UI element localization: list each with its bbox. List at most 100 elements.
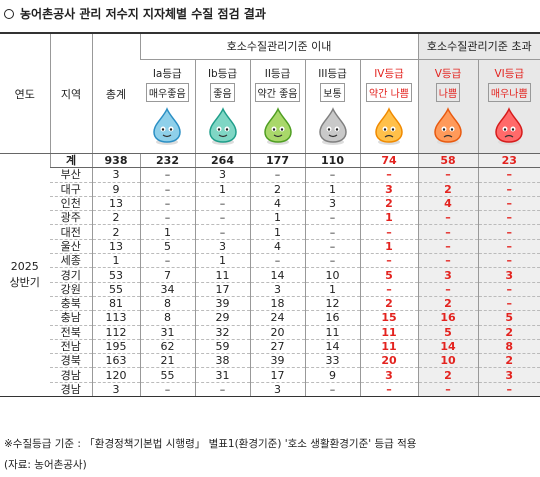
value-cell: – bbox=[249, 167, 305, 183]
region-cell: 울산 bbox=[50, 239, 92, 255]
value-cell: 112 bbox=[91, 325, 140, 340]
value-cell: 3 bbox=[91, 167, 140, 183]
region-cell: 강원 bbox=[50, 282, 92, 297]
value-cell: 8 bbox=[139, 310, 195, 326]
value-cell: 2 bbox=[477, 353, 540, 369]
data-row: 인천 13– –4 3 2 4– bbox=[0, 196, 540, 212]
value-cell: 2 bbox=[249, 182, 305, 197]
region-cell: 광주 bbox=[50, 210, 92, 226]
value-cell: 2 bbox=[417, 296, 478, 312]
value-cell: 3 bbox=[91, 382, 140, 398]
value-cell: 1 bbox=[194, 253, 250, 269]
value-cell: 3 bbox=[417, 267, 478, 283]
value-cell: 2 bbox=[359, 196, 418, 212]
value-cell: – bbox=[359, 167, 418, 183]
value-cell: 1 bbox=[304, 282, 360, 297]
value-cell: 1 bbox=[91, 253, 140, 269]
value-cell: – bbox=[359, 282, 418, 297]
value-cell: – bbox=[249, 253, 305, 269]
value-cell: 11 bbox=[359, 339, 418, 355]
group-header: 호소수질관리기준 이내 bbox=[139, 32, 418, 60]
grade-header: VI등급 매우나쁨 bbox=[477, 59, 540, 154]
value-cell: 2 bbox=[91, 224, 140, 240]
value-cell: – bbox=[139, 182, 195, 197]
value-cell: 10 bbox=[417, 353, 478, 369]
table-head: 연도 지역 총계 호소수질관리기준 이내 호소수질관리기준 초과 Ia등급 매우좋음 Ib등… bbox=[0, 32, 540, 154]
value-cell: 3 bbox=[194, 239, 250, 255]
value-cell: 59 bbox=[194, 339, 250, 355]
value-cell: 58 bbox=[417, 153, 478, 169]
value-cell: 17 bbox=[249, 367, 305, 383]
grade-header: IV등급 약간 나쁨 bbox=[359, 59, 418, 154]
grade-label: Ia등급 bbox=[152, 68, 182, 80]
value-cell: 938 bbox=[91, 153, 140, 169]
value-cell: 15 bbox=[359, 310, 418, 326]
grade-header: Ib등급 좋음 bbox=[194, 59, 250, 154]
value-cell: 163 bbox=[91, 353, 140, 369]
value-cell: 53 bbox=[91, 267, 140, 283]
value-cell: 8 bbox=[139, 296, 195, 312]
value-cell: 74 bbox=[359, 153, 418, 169]
value-cell: – bbox=[477, 224, 540, 240]
region-cell: 인천 bbox=[50, 196, 92, 212]
data-row: 대전 2 1–1– – – – bbox=[0, 224, 540, 240]
data-row: 경북 163 21 38 39 33 20 10 2 bbox=[0, 353, 540, 369]
grade-label: IV등급 bbox=[374, 68, 404, 80]
grade-desc: 매우나쁨 bbox=[487, 83, 531, 102]
value-cell: 7 bbox=[139, 267, 195, 283]
region-cell: 전북 bbox=[50, 325, 92, 340]
year-cell: 2025 상반기 bbox=[0, 153, 50, 398]
region-cell: 경남 bbox=[50, 382, 92, 398]
column-header: 연도 bbox=[0, 32, 50, 154]
value-cell: 20 bbox=[249, 325, 305, 340]
value-cell: 38 bbox=[194, 353, 250, 369]
value-cell: 3 bbox=[304, 196, 360, 212]
value-cell: 17 bbox=[194, 282, 250, 297]
grade-desc: 보통 bbox=[320, 83, 345, 102]
title-row: 농어촌공사 관리 저수지 지자체별 수질 점검 결과 bbox=[4, 5, 266, 22]
value-cell: 39 bbox=[194, 296, 250, 312]
value-cell: – bbox=[304, 239, 360, 255]
value-cell: 1 bbox=[359, 239, 418, 255]
value-cell: 2 bbox=[417, 367, 478, 383]
value-cell: 31 bbox=[194, 367, 250, 383]
year-text: 2025 bbox=[10, 260, 39, 274]
bullet bbox=[4, 8, 14, 19]
value-cell: – bbox=[304, 253, 360, 269]
value-cell: 18 bbox=[249, 296, 305, 312]
data-row: 울산 13 5 3 4–1– – bbox=[0, 239, 540, 255]
value-cell: – bbox=[417, 382, 478, 398]
value-cell: – bbox=[359, 224, 418, 240]
data-row: 세종 1–1– – – – – bbox=[0, 253, 540, 269]
value-cell: 13 bbox=[91, 239, 140, 255]
value-cell: 12 bbox=[304, 296, 360, 312]
data-row: 2025 상반기 계 938 232 264 177 110 74 58 23 bbox=[0, 153, 540, 398]
value-cell: 1 bbox=[194, 182, 250, 197]
region-cell: 충북 bbox=[50, 296, 92, 312]
value-cell: 9 bbox=[91, 182, 140, 197]
value-cell: – bbox=[304, 382, 360, 398]
value-cell: 5 bbox=[417, 325, 478, 340]
year-text: 상반기 bbox=[9, 276, 40, 290]
value-cell: – bbox=[359, 382, 418, 398]
data-row: 경남 120 55 31 17 9 3 2 3 bbox=[0, 367, 540, 383]
value-cell: – bbox=[194, 382, 250, 398]
value-cell: 33 bbox=[304, 353, 360, 369]
value-cell: 31 bbox=[139, 325, 195, 340]
grade-icon bbox=[318, 107, 347, 145]
result-table: 연도 지역 총계 호소수질관리기준 이내 호소수질관리기준 초과 Ia등급 매우좋음 Ib등… bbox=[0, 32, 540, 398]
value-cell: – bbox=[194, 224, 250, 240]
value-cell: 3 bbox=[477, 267, 540, 283]
value-cell: 27 bbox=[249, 339, 305, 355]
value-cell: – bbox=[417, 210, 478, 226]
value-cell: 113 bbox=[91, 310, 140, 326]
value-cell: 5 bbox=[477, 310, 540, 326]
value-cell: – bbox=[477, 239, 540, 255]
value-cell: 11 bbox=[359, 325, 418, 340]
value-cell: – bbox=[139, 167, 195, 183]
group-header: 호소수질관리기준 초과 bbox=[417, 32, 540, 60]
grade-icon bbox=[495, 107, 524, 145]
value-cell: 195 bbox=[91, 339, 140, 355]
value-cell: – bbox=[417, 167, 478, 183]
value-cell: 3 bbox=[477, 367, 540, 383]
